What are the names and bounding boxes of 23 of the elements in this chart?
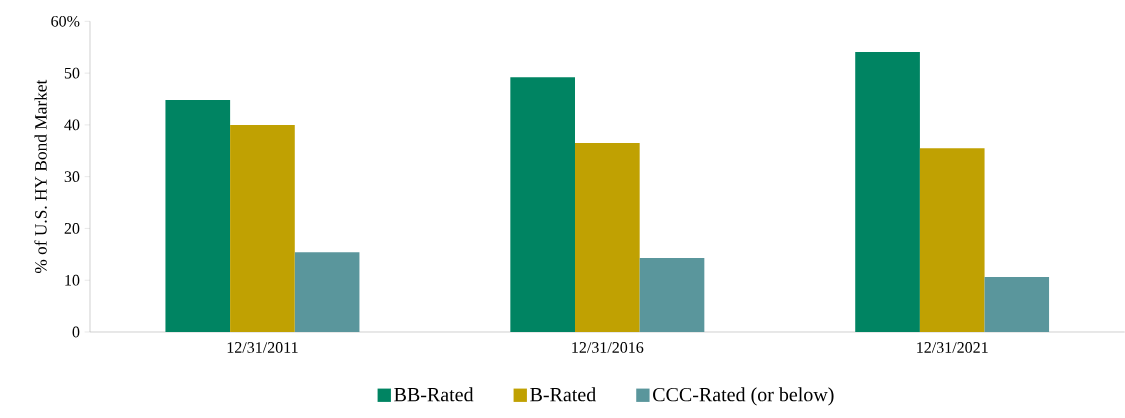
x-tick-label: 12/31/2016 <box>572 342 644 353</box>
y-axis-title: % of U.S. HY Bond Market <box>34 79 47 274</box>
bar <box>575 143 640 332</box>
x-tick-label: 12/31/2021 <box>917 342 988 353</box>
legend-label: B-Rated <box>530 387 596 402</box>
y-tick-label: 60% <box>51 15 80 27</box>
bar <box>984 277 1050 332</box>
bar <box>510 77 575 332</box>
bar <box>165 100 231 332</box>
legend-label: BB-Rated <box>394 387 474 402</box>
y-tick-label: 20 <box>64 223 80 234</box>
y-tick-label: 10 <box>65 274 80 286</box>
y-tick-label: 30 <box>64 171 80 183</box>
x-tick-label: 12/31/2011 <box>227 342 298 353</box>
bar <box>294 252 360 332</box>
y-tick-label: 40 <box>64 119 80 131</box>
bar <box>230 124 295 332</box>
legend-label: CCC-Rated (or below) <box>653 387 834 406</box>
bar <box>855 51 920 332</box>
y-tick-label: 0 <box>72 326 80 338</box>
y-tick-label: 50 <box>64 67 80 79</box>
bar <box>919 148 985 332</box>
bar <box>639 257 705 332</box>
